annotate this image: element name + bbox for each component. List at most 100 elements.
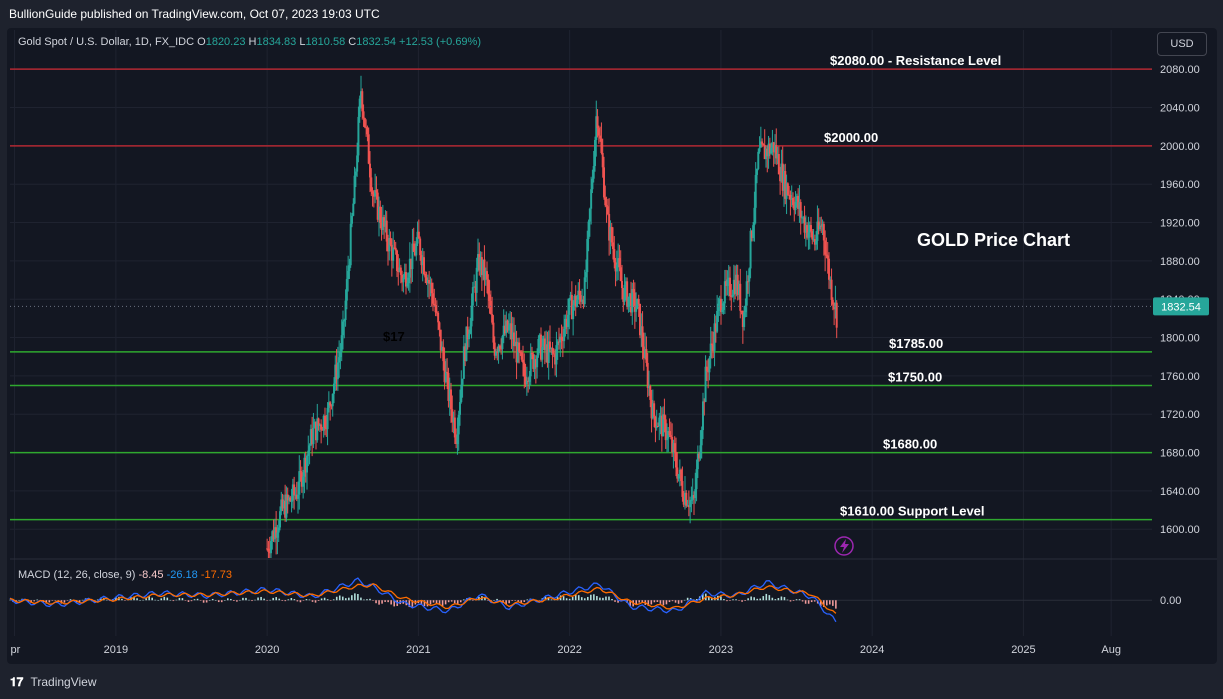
candle-body — [437, 312, 440, 323]
candle-body — [354, 171, 357, 176]
candle-body — [817, 221, 820, 230]
macd-hist-bar — [272, 597, 274, 601]
candle-body — [744, 305, 747, 313]
candle-body — [821, 224, 824, 227]
candle-body — [656, 426, 659, 428]
candle-body — [582, 299, 585, 305]
macd-hist-bar — [420, 600, 423, 605]
candle-body — [273, 527, 276, 540]
candle-body — [331, 393, 334, 407]
candle-body — [368, 163, 371, 178]
candle-body — [633, 292, 636, 312]
candle-body — [655, 426, 658, 429]
macd-hist-bar — [133, 596, 135, 601]
macd-hist-bar — [193, 599, 196, 601]
candle-body — [620, 280, 623, 289]
candle-body — [826, 255, 829, 259]
low-value: 1810.58 — [305, 36, 346, 48]
footer-brand[interactable]: TradingView — [30, 675, 97, 689]
x-axis: pr 2019 2020 2021 2022 2023 2024 2025 Aug — [11, 644, 1121, 656]
candle-body — [545, 344, 548, 351]
macd-hist-bar — [423, 600, 426, 607]
candle-body — [641, 326, 644, 347]
candle-body — [579, 295, 582, 302]
macd-hist-bar — [278, 598, 281, 601]
macd-hist-bar — [813, 600, 816, 602]
candle-body — [289, 497, 292, 502]
candle-body — [780, 163, 783, 182]
candle-body — [510, 323, 513, 340]
macd-hist-bar — [378, 600, 380, 605]
macd-hist-bar — [54, 600, 57, 601]
candle-body — [682, 496, 685, 505]
candle-body — [412, 243, 415, 252]
candle-body — [615, 264, 618, 272]
candle-body — [403, 272, 406, 278]
candle-body — [362, 111, 365, 119]
candle-body — [464, 346, 467, 362]
candle-body — [740, 310, 743, 312]
candle-body — [474, 286, 477, 293]
candle-body — [290, 500, 293, 502]
macd-hist-bar — [596, 596, 598, 601]
macd-hist-bar — [363, 599, 365, 601]
macd-hist-bar — [296, 600, 299, 602]
macd-hist-bar — [121, 598, 123, 601]
candle-body — [308, 445, 311, 451]
candle-body — [761, 141, 764, 145]
high-label: H — [248, 36, 257, 48]
candle-body — [673, 443, 676, 452]
signal-line — [9, 582, 837, 614]
macd-hist-bar — [411, 600, 414, 607]
macd-hist-bar — [163, 596, 166, 601]
candle-body — [731, 294, 734, 297]
candle-body — [757, 151, 760, 169]
candle-body — [523, 362, 526, 377]
candle-body — [566, 314, 569, 327]
candle-body — [298, 471, 301, 495]
candle-body — [332, 383, 335, 394]
macd-hist-bar — [254, 599, 256, 601]
candle-body — [590, 189, 593, 209]
candle-body — [281, 499, 284, 509]
candle-body — [727, 277, 730, 280]
candle-body — [705, 366, 708, 372]
publisher-line: BullionGuide published on TradingView.co… — [9, 7, 380, 21]
macd-hist-bar — [205, 600, 208, 603]
candle-body — [703, 401, 706, 403]
macd-hist-bar — [106, 599, 108, 601]
macd-hist-bar — [354, 593, 356, 601]
candle-body — [605, 205, 608, 207]
macd-hist-bar — [720, 596, 722, 601]
candle-body — [543, 338, 546, 351]
candle-body — [309, 429, 312, 446]
candle-body — [716, 310, 719, 332]
candle-body — [767, 143, 770, 157]
candle-body — [313, 421, 316, 428]
candle-body — [755, 168, 758, 175]
candle-body — [578, 290, 581, 296]
candle-body — [431, 293, 434, 304]
macd-hist-bar — [438, 600, 441, 606]
tradingview-logo-icon[interactable]: 𝟏𝟕 — [10, 675, 24, 689]
candle-body — [461, 378, 464, 385]
candle-body — [465, 326, 468, 362]
macd-hist-bar — [583, 598, 586, 601]
candle-body — [820, 225, 823, 227]
macd-hist-bar — [184, 600, 187, 601]
candle-body — [827, 258, 830, 280]
macd-hist-bar — [332, 599, 335, 601]
candle-body — [667, 431, 670, 439]
candle-body — [608, 214, 611, 241]
candle-body — [597, 128, 600, 136]
candle-body — [748, 268, 751, 282]
y-tick-label: 2080.00 — [1160, 64, 1200, 76]
macd-hist-bar — [360, 597, 362, 601]
candle-body — [480, 257, 483, 276]
macd-hist-bar — [747, 598, 749, 601]
candle-body — [272, 531, 275, 540]
candle-body — [647, 386, 650, 388]
currency-button[interactable]: USD — [1157, 32, 1207, 56]
level-label-1680: $1680.00 — [883, 437, 937, 452]
